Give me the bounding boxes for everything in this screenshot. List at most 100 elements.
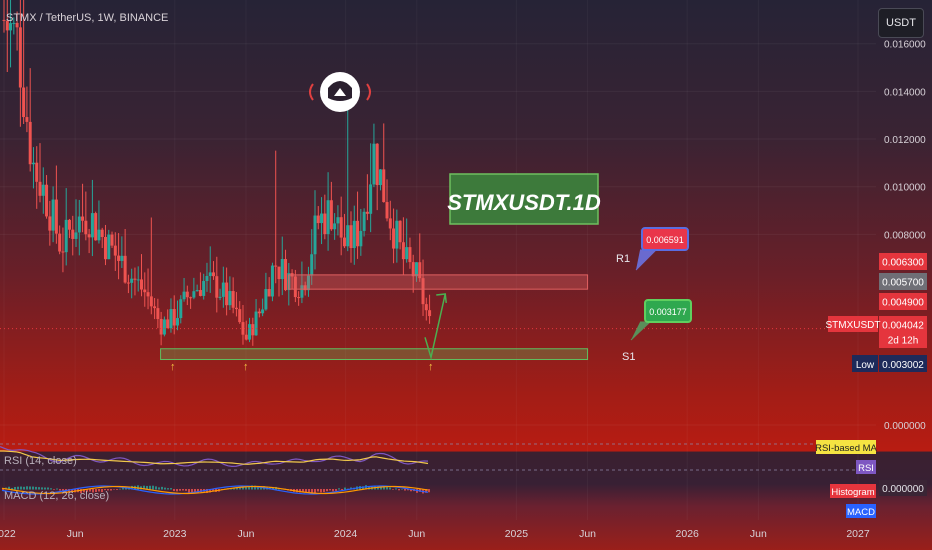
macd-histogram-bar (14, 486, 16, 490)
macd-histogram-bar (362, 486, 364, 490)
price-tag-bg (879, 331, 927, 348)
macd-histogram-bar (257, 487, 259, 490)
macd-histogram-bar (320, 489, 322, 493)
candle-body (90, 213, 94, 238)
low-tag: Low 0.003002 (852, 355, 927, 372)
candle-body (221, 282, 225, 297)
touch-arrow-icon: ↑ (170, 361, 176, 373)
macd-line (1, 485, 429, 495)
candle-body (25, 117, 29, 122)
candle-body (339, 217, 343, 238)
macd-pane[interactable] (1, 485, 430, 495)
histogram-tag: Histogram (830, 484, 876, 498)
support-zone[interactable] (160, 348, 589, 361)
rsi-pane[interactable] (0, 443, 876, 471)
candle-body (411, 262, 415, 277)
macd-histogram-bar (326, 489, 328, 492)
macd-histogram-bar (428, 489, 430, 493)
price-axis[interactable]: 0.016000 0.014000 0.012000 0.010000 0.008000… (884, 40, 926, 432)
candle-body (22, 87, 26, 118)
macd-histogram-bar (176, 489, 178, 492)
candle-body (218, 296, 222, 298)
time-tick-label: 2024 (334, 528, 358, 540)
macd-histogram-bar (317, 489, 319, 492)
candle-body (241, 322, 245, 335)
candle-body (398, 220, 402, 243)
macd-histogram-bar (212, 489, 214, 492)
candle-body (77, 216, 81, 233)
price-tag-text: 0.006300 (882, 258, 924, 269)
candle-body (35, 162, 39, 182)
macd-histogram-bar (113, 489, 115, 490)
time-tick-label: Jun (237, 528, 254, 540)
macd-histogram-bar (116, 489, 118, 490)
macd-histogram-bar (425, 489, 427, 493)
candle-body (346, 225, 350, 247)
rsi-tag: RSI (856, 460, 876, 474)
s1-callout[interactable]: 0.003177 (630, 299, 692, 341)
macd-histogram-bar (248, 486, 250, 490)
price-labels: 0.006300 0.005700 0.004900 0.004042 2d 12h (879, 253, 927, 348)
price-tag-text: 0.005700 (882, 278, 924, 289)
rsi-line (0, 446, 429, 468)
annotation-title: STMXUSDT.1D (447, 190, 601, 215)
macd-histogram-bar (239, 487, 241, 490)
r1-callout[interactable]: 0.006591 (635, 227, 689, 271)
macd-histogram-bar (305, 489, 307, 493)
macd-histogram-bar (404, 489, 406, 491)
price-tick-label: 0.008000 (884, 230, 926, 241)
candle-body (84, 220, 88, 235)
macd-histogram-bar (86, 489, 88, 492)
candle-body (54, 199, 58, 234)
time-tick-label: Jun (408, 528, 425, 540)
macd-histogram-bar (191, 489, 193, 494)
candle-body (113, 245, 117, 256)
candle-body (172, 309, 176, 326)
candle-body (408, 247, 412, 263)
macd-label[interactable]: MACD (12, 26, close) (4, 490, 110, 502)
candle-body (159, 318, 163, 335)
macd-histogram-bar (389, 487, 391, 490)
macd-histogram-bar (245, 487, 247, 490)
macd-histogram-bar (344, 487, 346, 490)
price-tick-label: 0.010000 (884, 183, 926, 194)
macd-histogram-bar (164, 487, 166, 490)
candle-body (176, 318, 180, 326)
candle-body (231, 291, 235, 308)
svg-text:0.003002: 0.003002 (882, 360, 924, 371)
macd-histogram-bar (155, 486, 157, 490)
annotation-title-box[interactable]: STMXUSDT.1D (447, 173, 601, 225)
price-tag-text: 2d 12h (888, 336, 919, 347)
macd-histogram-bar (167, 488, 169, 490)
currency-button[interactable]: USDT (878, 8, 924, 38)
macd-histogram-bar (26, 486, 28, 490)
candle-body (300, 285, 304, 298)
macd-histogram-bar (401, 488, 403, 490)
time-axis[interactable]: 2022 Jun 2023 Jun 2024 Jun 2025 Jun 2026 Jun 2027 (0, 528, 870, 540)
candle-body (126, 282, 130, 284)
time-tick-label: 2022 (0, 528, 16, 540)
candle-body (251, 324, 255, 336)
macd-histogram-bar (395, 488, 397, 490)
macd-histogram-bar (407, 489, 409, 491)
rsi-label[interactable]: RSI (14, close) (4, 455, 77, 467)
candle-body (18, 27, 22, 88)
price-tick-label: 0.012000 (884, 135, 926, 146)
time-tick-label: Jun (67, 528, 84, 540)
macd-tag: MACD (846, 504, 876, 518)
macd-histogram-bar (23, 486, 25, 490)
macd-histogram-bar (92, 489, 94, 493)
candle-body (297, 297, 301, 299)
price-tick-label: 0.014000 (884, 87, 926, 98)
macd-histogram-bar (323, 489, 325, 493)
candle-body (2, 19, 6, 21)
symbol-header[interactable]: STMX / TetherUS, 1W, BINANCE (6, 12, 169, 24)
macd-histogram-bar (98, 489, 100, 492)
macd-histogram-bar (152, 485, 154, 490)
price-tick-label: 0.016000 (884, 40, 926, 51)
resistance-zone[interactable] (288, 274, 589, 290)
macd-histogram-bar (197, 489, 199, 493)
macd-histogram-bar (251, 485, 253, 490)
candle-body (228, 291, 232, 306)
